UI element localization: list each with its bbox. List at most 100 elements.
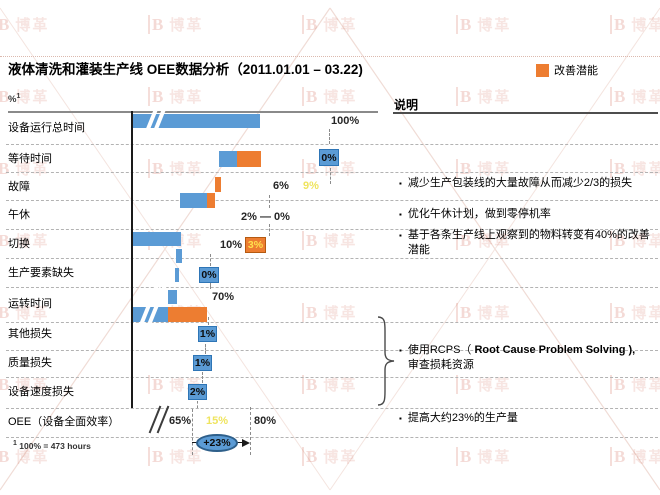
watermark-logo-icon: B bbox=[302, 231, 320, 250]
watermark-text: 博革 bbox=[477, 305, 512, 322]
value-box: 0% bbox=[199, 267, 219, 283]
axis-unit-footnote-marker: 1 bbox=[16, 93, 21, 100]
watermark-logo-icon: B bbox=[456, 87, 474, 106]
bullet-marker-icon: ▪ bbox=[399, 179, 402, 188]
gridline bbox=[6, 408, 658, 409]
watermark-text: 博革 bbox=[631, 449, 660, 466]
bar-segment-blue bbox=[168, 290, 177, 304]
connector-dash bbox=[202, 372, 203, 383]
legend-label: 改善潜能 bbox=[554, 65, 598, 77]
watermark-text: 博革 bbox=[169, 17, 204, 34]
connector-dash bbox=[250, 407, 251, 455]
bar-segment-blue bbox=[175, 268, 179, 282]
watermark-text: 博革 bbox=[323, 377, 358, 394]
footnote: 1 100% = 473 hours bbox=[13, 440, 91, 451]
watermark-logo-icon: B bbox=[610, 87, 628, 106]
value-box: 1% bbox=[193, 355, 212, 371]
value-label: 80% bbox=[254, 415, 277, 427]
watermark-logo-icon: B bbox=[610, 303, 628, 322]
chart-top-border bbox=[8, 111, 378, 113]
gridline bbox=[6, 322, 658, 323]
bullet-text-segment: 审查损耗资源 bbox=[407, 359, 474, 371]
top-dotted-rule bbox=[0, 56, 660, 57]
watermark-logo-icon: B bbox=[456, 15, 474, 34]
bullet-marker-icon: ▪ bbox=[399, 231, 402, 240]
gridline bbox=[6, 437, 658, 438]
value-label: 65% bbox=[169, 415, 192, 427]
value-box: 0% bbox=[319, 149, 339, 166]
watermark-text: 博革 bbox=[323, 89, 358, 106]
bar-segment-orange bbox=[215, 177, 221, 192]
watermark-text: 博革 bbox=[631, 377, 660, 394]
explain-bullet: ▪ 提高大约23%的生产量 bbox=[399, 411, 657, 426]
bullet-text: 基于各条生产线上观察到的物料转变有40%的改善潜能 bbox=[408, 228, 657, 258]
row-label: 其他损失 bbox=[8, 328, 52, 340]
watermark-logo-icon: B bbox=[610, 15, 628, 34]
gain-arrowhead-icon bbox=[242, 439, 250, 447]
watermark-text: 博革 bbox=[631, 89, 660, 106]
explain-header: 说明 bbox=[394, 98, 419, 112]
gridline bbox=[6, 172, 658, 173]
bar-segment-blue bbox=[180, 193, 207, 208]
gridline bbox=[6, 377, 658, 378]
row-label: 等待时间 bbox=[8, 153, 52, 165]
bullet-marker-icon: ▪ bbox=[399, 346, 402, 355]
grouping-brace bbox=[377, 316, 395, 406]
bullet-text: 减少生产包装线的大量故障从而减少2/3的损失 bbox=[408, 176, 632, 191]
bar-segment-orange bbox=[168, 307, 207, 322]
value-box: 1% bbox=[198, 326, 217, 342]
watermark-text: 博革 bbox=[477, 449, 512, 466]
connector-dash bbox=[210, 254, 211, 266]
legend: 改善潜能 bbox=[536, 62, 598, 78]
row-label: 设备速度损失 bbox=[8, 386, 74, 398]
watermark-logo-icon: B bbox=[148, 87, 166, 106]
value-label: 6% bbox=[273, 180, 289, 192]
watermark-text: 博革 bbox=[477, 377, 512, 394]
watermark-logo-icon: B bbox=[148, 447, 166, 466]
axis-unit-label: %1 bbox=[8, 93, 20, 105]
bar-segment-orange bbox=[207, 193, 215, 208]
footnote-text: 100% = 473 hours bbox=[16, 440, 91, 451]
gridline bbox=[6, 258, 658, 259]
watermark-logo-icon: B bbox=[456, 447, 474, 466]
connector-dash bbox=[269, 195, 270, 208]
gridline bbox=[6, 144, 658, 145]
connector-dash bbox=[329, 129, 330, 144]
explain-bullet: ▪ 使用RCPS（ Root Cause Problem Solving ), 审查… bbox=[399, 343, 657, 373]
value-label: 10% bbox=[220, 239, 243, 251]
row-label: 午休 bbox=[8, 209, 30, 221]
bullet-text-segment: 优化午休计划，做到零停机率 bbox=[407, 208, 551, 220]
watermark-text: 博革 bbox=[169, 89, 204, 106]
gridline bbox=[6, 287, 658, 288]
value-box: 3% bbox=[245, 237, 266, 253]
value-label: 9% bbox=[303, 180, 319, 192]
watermark-text: 博革 bbox=[477, 89, 512, 106]
connector-dash bbox=[208, 317, 209, 325]
watermark-logo-icon: B bbox=[610, 447, 628, 466]
watermark-logo-icon: B bbox=[148, 15, 166, 34]
bullet-marker-icon: ▪ bbox=[399, 414, 402, 423]
row-label: 故障 bbox=[8, 181, 30, 193]
y-axis-line bbox=[131, 111, 133, 408]
watermark-text: 博革 bbox=[15, 17, 50, 34]
bullet-text: 使用RCPS（ Root Cause Problem Solving ), 审查损… bbox=[408, 343, 635, 373]
watermark-logo-icon: B bbox=[302, 303, 320, 322]
row-label: OEE（设备全面效率） bbox=[8, 416, 120, 428]
bar-segment-blue bbox=[219, 151, 237, 167]
watermark-text: 博革 bbox=[323, 305, 358, 322]
bullet-text-segment: 减少生产包装线的大量故障从而减少2/3的损失 bbox=[407, 177, 633, 189]
row-label: 切换 bbox=[8, 238, 30, 250]
